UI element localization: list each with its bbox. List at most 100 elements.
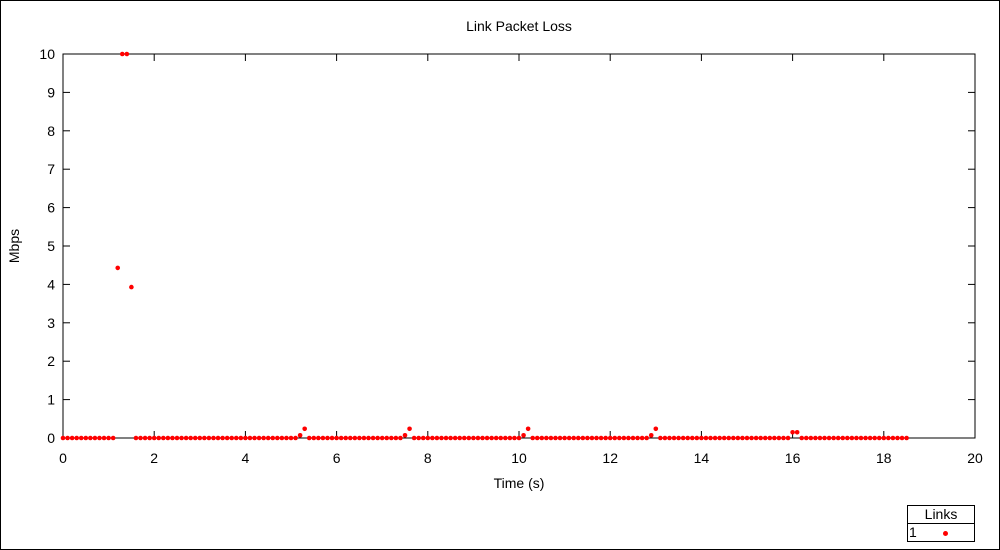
data-point [192, 435, 198, 441]
data-point [343, 435, 349, 441]
legend: Links 1 [907, 505, 975, 542]
data-point [224, 435, 230, 441]
legend-entry: 1 [908, 524, 974, 541]
chart-title: Link Packet Loss [466, 18, 572, 34]
data-point [525, 426, 531, 432]
x-tick-label: 14 [694, 450, 710, 466]
data-point [589, 435, 595, 441]
data-point [635, 435, 640, 441]
x-axis-label: Time (s) [494, 475, 545, 491]
data-point [516, 435, 522, 441]
data-point [612, 435, 618, 441]
data-point [119, 51, 125, 57]
data-point [293, 435, 298, 441]
data-point [256, 435, 262, 441]
data-point [667, 435, 672, 441]
data-point [762, 435, 768, 441]
data-point [261, 435, 266, 441]
data-point [676, 435, 681, 441]
data-point [530, 435, 535, 441]
plot-area [62, 53, 976, 439]
x-tick-label: 18 [876, 450, 892, 466]
data-point [275, 435, 280, 441]
data-point [124, 51, 130, 57]
data-point [813, 435, 818, 441]
data-point [553, 435, 558, 441]
x-tick-label: 12 [602, 450, 618, 466]
data-point [758, 435, 763, 441]
data-point [466, 435, 472, 441]
data-point [370, 435, 376, 441]
data-point [617, 435, 622, 441]
data-point [60, 435, 66, 441]
y-tick-label: 6 [47, 200, 55, 216]
data-point [211, 435, 216, 441]
data-point [863, 435, 868, 441]
data-point [434, 435, 440, 441]
data-point [717, 435, 722, 441]
y-axis-label: Mbps [6, 229, 22, 263]
data-point [904, 435, 909, 441]
y-tick-label: 7 [47, 161, 55, 177]
data-point [621, 435, 627, 441]
data-point [170, 435, 175, 441]
data-point [653, 426, 659, 432]
data-point [639, 435, 645, 441]
data-point [539, 435, 545, 441]
data-point [320, 435, 326, 441]
data-point [165, 435, 171, 441]
data-point [826, 435, 832, 441]
data-point [603, 435, 608, 441]
data-point [721, 435, 727, 441]
data-point [270, 435, 276, 441]
data-point [161, 435, 166, 441]
data-point [416, 435, 421, 441]
y-tick-label: 10 [39, 46, 55, 62]
data-point [252, 435, 257, 441]
legend-marker [943, 531, 948, 536]
data-point [133, 435, 139, 441]
data-point [776, 435, 782, 441]
data-point [689, 435, 695, 441]
data-point [229, 435, 235, 441]
data-point [680, 435, 686, 441]
data-point [817, 435, 823, 441]
data-point [83, 435, 89, 441]
data-point [311, 435, 317, 441]
y-tick-label: 9 [47, 84, 55, 100]
data-point [562, 435, 567, 441]
data-point [179, 435, 184, 441]
data-point [708, 435, 713, 441]
data-point [785, 435, 791, 441]
data-point [106, 435, 111, 441]
data-point [694, 435, 700, 441]
data-point [243, 435, 248, 441]
data-point [288, 435, 294, 441]
data-point [580, 435, 586, 441]
data-point [402, 433, 408, 438]
data-point [316, 435, 321, 441]
x-tick-label: 6 [333, 450, 341, 466]
data-point [69, 435, 75, 441]
data-point [822, 435, 827, 441]
data-point [279, 435, 285, 441]
data-point [389, 435, 394, 441]
data-point [772, 435, 777, 441]
data-points [60, 51, 909, 441]
data-point [238, 435, 244, 441]
x-tick-label: 4 [242, 450, 250, 466]
data-point [712, 435, 718, 441]
data-point [744, 435, 750, 441]
data-point [534, 435, 540, 441]
data-point [475, 435, 481, 441]
data-point [794, 429, 800, 435]
data-point [799, 435, 805, 441]
data-point [329, 435, 335, 441]
data-point [129, 284, 134, 290]
y-tick-label: 3 [47, 315, 55, 331]
data-point [384, 435, 390, 441]
data-point [97, 435, 102, 441]
data-point [425, 435, 431, 441]
data-point [197, 435, 203, 441]
data-point [503, 435, 508, 441]
